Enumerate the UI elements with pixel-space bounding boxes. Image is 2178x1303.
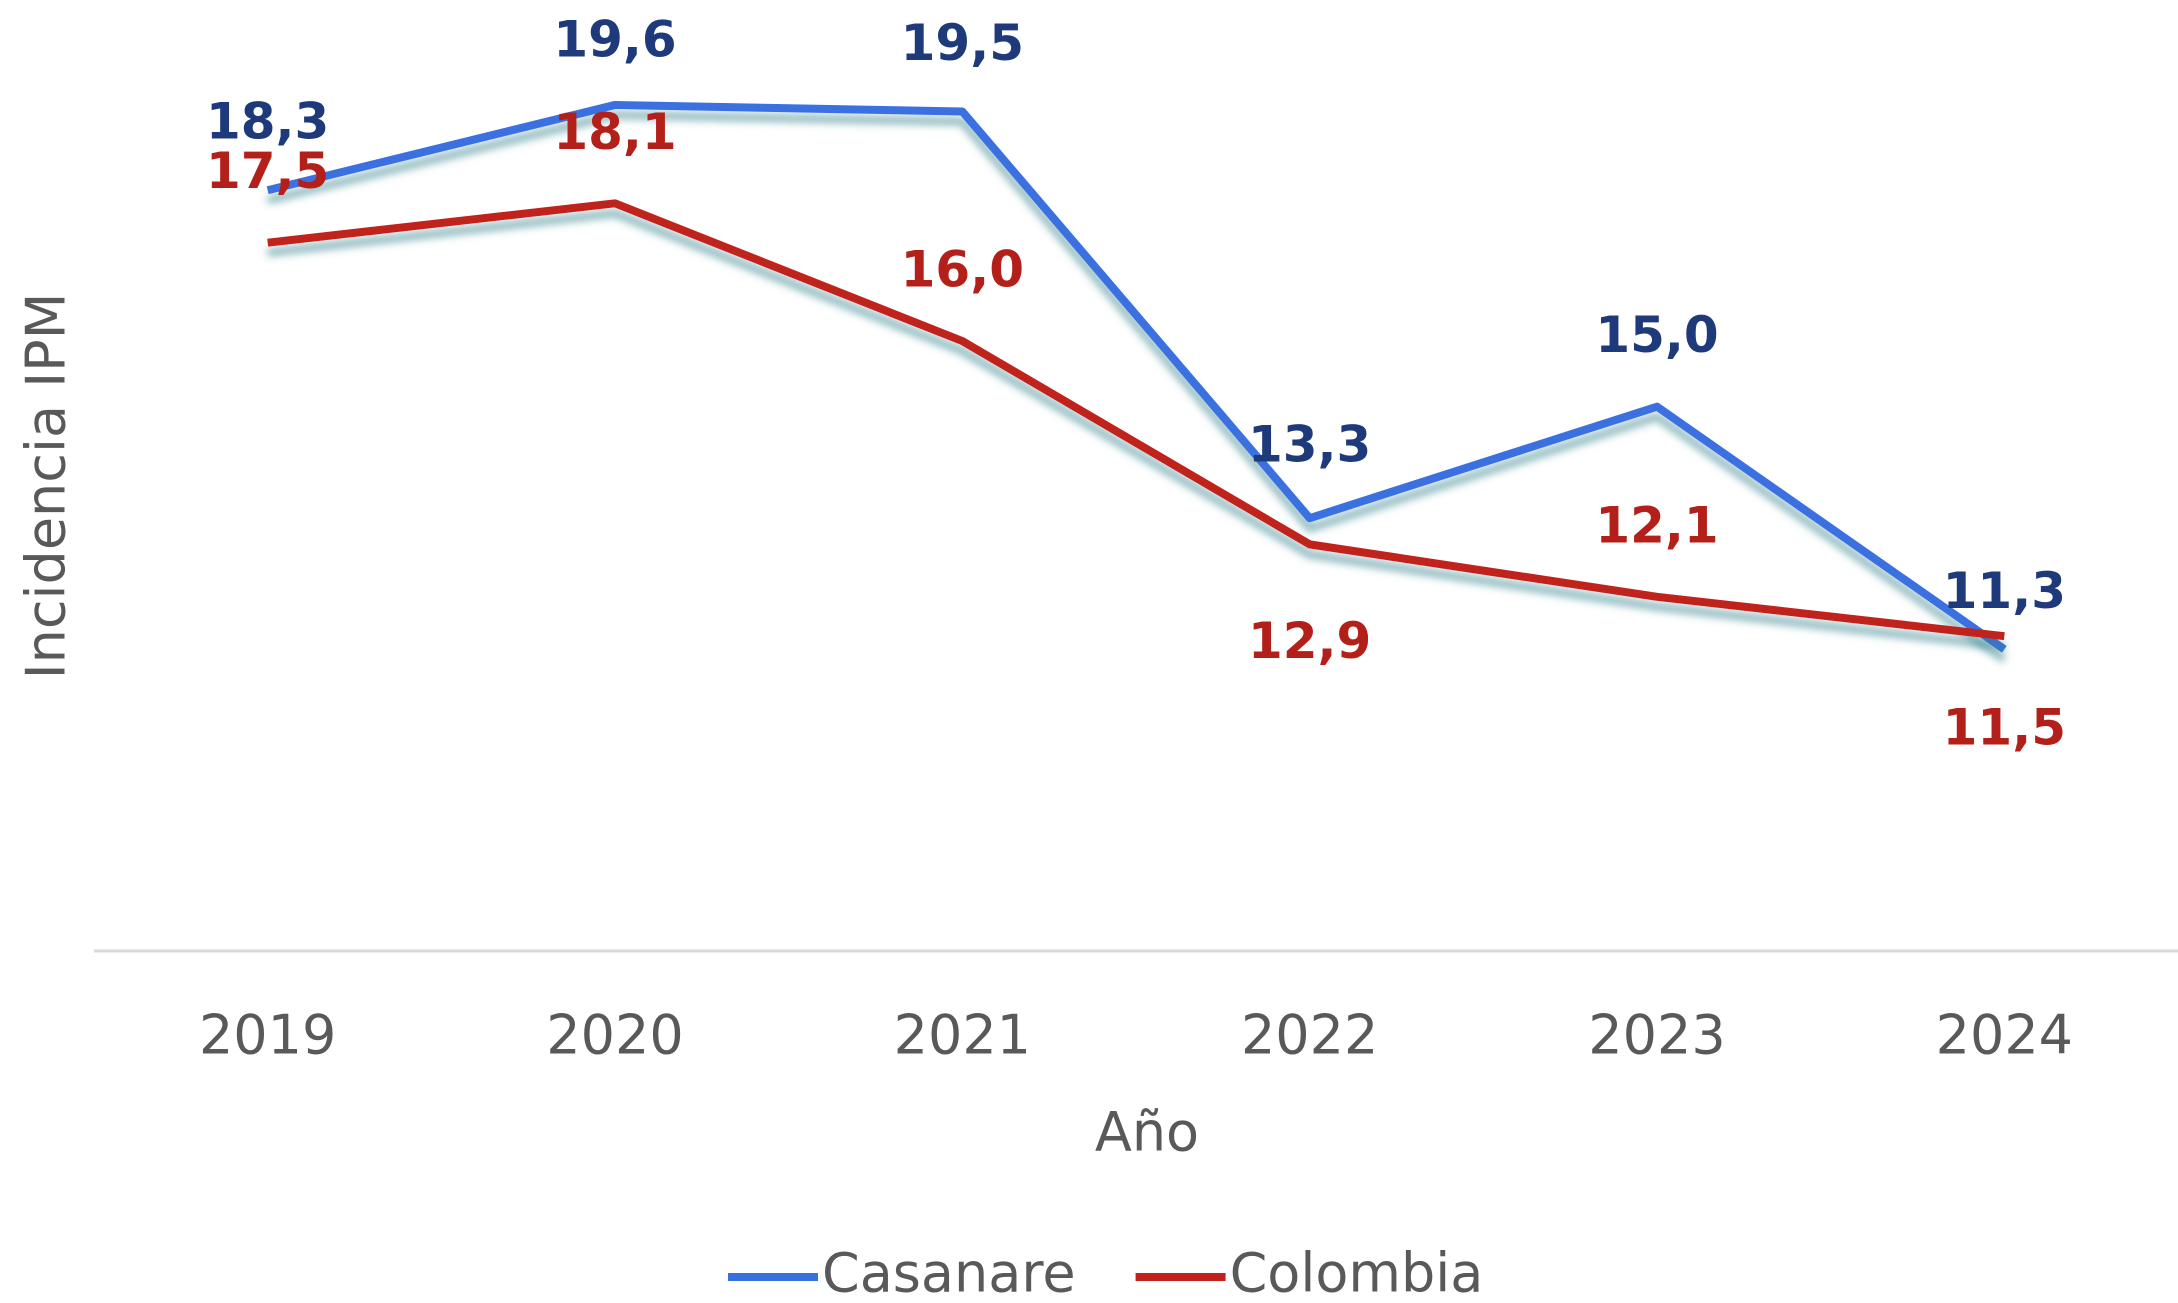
x-tick-label: 2022 — [1241, 1004, 1378, 1067]
x-tick-label: 2023 — [1588, 1004, 1725, 1067]
series-line — [266, 100, 2007, 653]
data-label: 15,0 — [1595, 306, 1718, 364]
x-tick-label: 2020 — [546, 1004, 683, 1067]
data-label: 18,3 — [206, 93, 329, 151]
data-label: 18,1 — [553, 103, 676, 161]
x-axis-title: Año — [1095, 1101, 1199, 1164]
data-label: 16,0 — [901, 241, 1024, 299]
data-label: 12,9 — [1248, 612, 1371, 670]
legend-label: Colombia — [1230, 1242, 1484, 1303]
data-label: 13,3 — [1248, 416, 1371, 474]
data-label: 11,5 — [1943, 699, 2066, 757]
data-label: 11,3 — [1943, 562, 2066, 620]
x-tick-label: 2024 — [1936, 1004, 2073, 1067]
y-axis-title: Incidencia IPM — [15, 293, 78, 680]
series-line — [267, 199, 2005, 641]
data-label: 17,5 — [206, 142, 329, 200]
x-tick-label: 2019 — [199, 1004, 336, 1067]
legend-label: Casanare — [822, 1242, 1076, 1303]
data-label: 19,5 — [901, 14, 1024, 72]
data-label: 12,1 — [1595, 496, 1718, 554]
data-label: 19,6 — [553, 10, 676, 68]
x-tick-label: 2021 — [894, 1004, 1031, 1067]
